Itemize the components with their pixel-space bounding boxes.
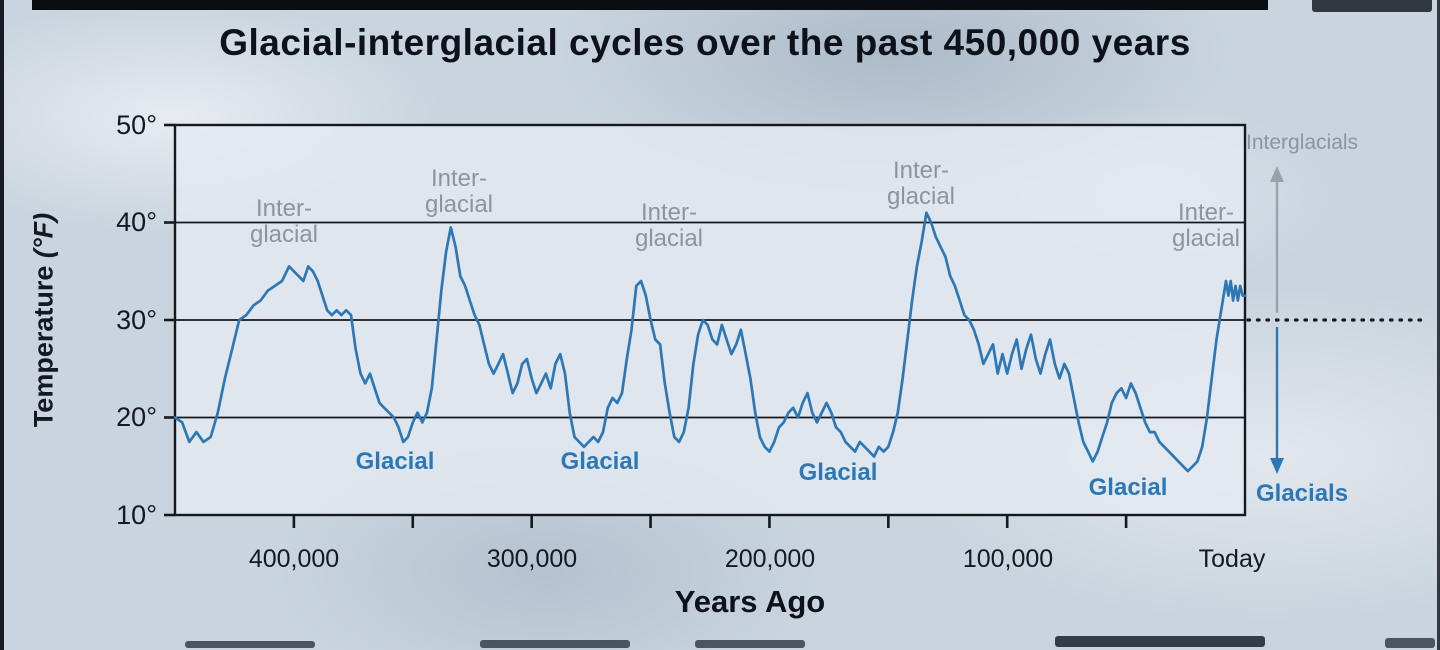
- annotation-line: glacial: [249, 221, 319, 248]
- x-axis-title: Years Ago: [674, 584, 826, 619]
- x-tick-label-today: Today: [1198, 545, 1266, 573]
- x-tick-label-300000: 300,000: [486, 545, 578, 573]
- y-tick-label-40: 40°: [116, 207, 157, 237]
- annotation-line: Inter-: [430, 165, 487, 192]
- annotation-interglacial-3: Inter- glacial: [613, 200, 725, 252]
- annotation-interglacial-1: Inter- glacial: [228, 196, 340, 248]
- crop-artifact-bottom: [695, 640, 805, 648]
- interglacials-arrow-label: Interglacials: [1246, 131, 1359, 154]
- annotation-line: Inter-: [640, 199, 697, 226]
- x-tick-label-100000: 100,000: [962, 545, 1054, 573]
- crop-artifact-top-right: [1312, 0, 1432, 12]
- crop-artifact-left-edge: [0, 0, 4, 650]
- annotation-line: Inter-: [892, 157, 949, 184]
- annotation-interglacial-2: Inter- glacial: [403, 166, 515, 218]
- x-tick-label-400000: 400,000: [248, 545, 340, 573]
- y-tick-label-10: 10°: [116, 500, 157, 530]
- annotation-glacial-2: Glacial: [560, 448, 640, 475]
- annotation-glacial-3: Glacial: [798, 459, 878, 486]
- y-tick-label-20: 20°: [116, 402, 157, 432]
- annotation-line: glacial: [634, 225, 704, 252]
- annotation-line: Inter-: [1177, 199, 1234, 226]
- annotation-line: glacial: [424, 191, 494, 218]
- y-tick-label-50: 50°: [116, 110, 157, 140]
- annotation-interglacial-5: Inter- glacial: [1150, 200, 1262, 252]
- crop-artifact-top-bar: [32, 0, 1268, 10]
- annotation-glacial-1: Glacial: [355, 448, 435, 475]
- page-title: Glacial-interglacial cycles over the pas…: [219, 22, 1191, 63]
- y-axis-unit: (°F): [28, 212, 59, 259]
- annotation-line: Inter-: [255, 195, 312, 222]
- crop-artifact-bottom: [1055, 636, 1265, 647]
- y-tick-label-30: 30°: [116, 305, 157, 335]
- x-tick-label-200000: 200,000: [724, 545, 816, 573]
- annotation-line: glacial: [1171, 225, 1241, 252]
- crop-artifact-bottom: [480, 640, 630, 648]
- y-axis-title: Temperature (°F): [29, 213, 60, 427]
- glacials-arrow-label: Glacials: [1256, 480, 1349, 507]
- y-axis-title-text: Temperature: [28, 265, 59, 428]
- annotation-interglacial-4: Inter- glacial: [865, 158, 977, 210]
- annotation-line: glacial: [886, 183, 956, 210]
- crop-artifact-right-edge: [1437, 0, 1440, 650]
- crop-artifact-bottom: [1385, 638, 1435, 648]
- crop-artifact-bottom: [185, 641, 315, 648]
- annotation-glacial-4: Glacial: [1088, 474, 1168, 501]
